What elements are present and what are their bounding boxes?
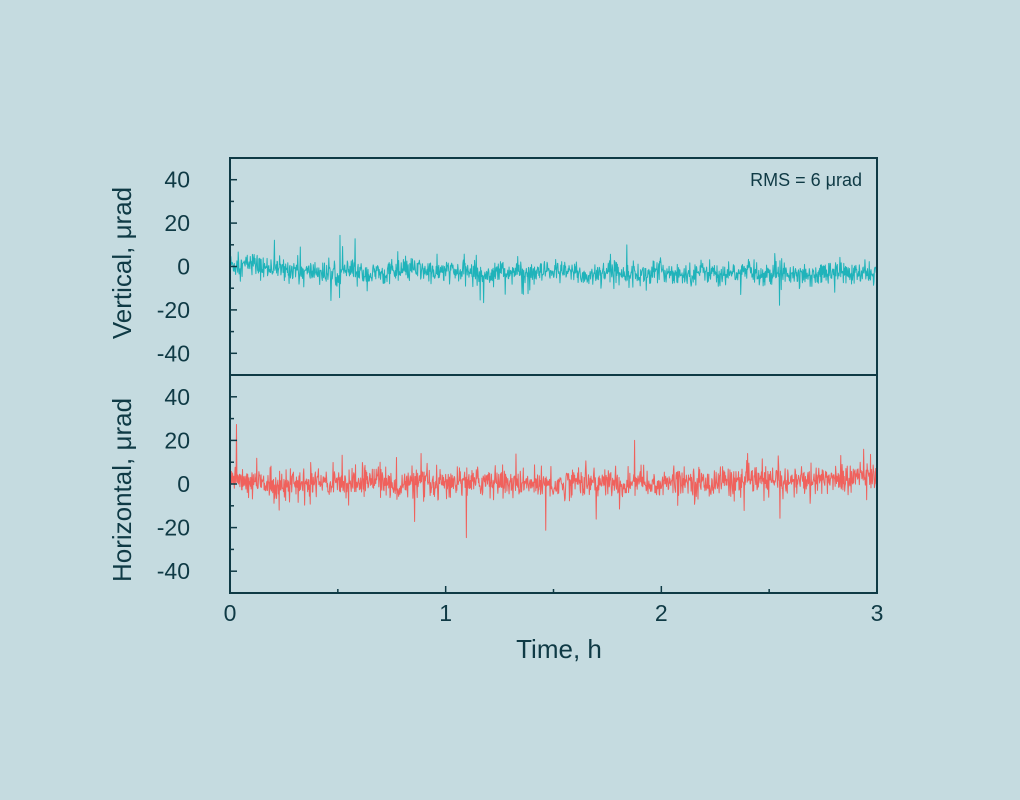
panel-horizontal: -40 -20 0 20 40 Horizontal, μrad <box>107 374 878 594</box>
horizontal-y-ticks: -40 -20 0 20 40 <box>157 384 237 584</box>
horizontal-series-line <box>229 424 878 539</box>
x-ticks: 0 1 2 3 <box>224 586 884 626</box>
x-axis-title: Time, h <box>516 634 602 664</box>
x-tick-label: 1 <box>439 600 452 626</box>
horizontal-y-tick-label: -20 <box>157 515 190 541</box>
vertical-y-tick-label: -20 <box>157 297 190 323</box>
horizontal-y-tick-label: 0 <box>177 471 190 497</box>
vertical-y-tick-label: 40 <box>164 167 190 193</box>
vertical-y-axis-title: Vertical, μrad <box>107 187 137 339</box>
x-tick-label: 3 <box>871 600 884 626</box>
vertical-series-line <box>229 234 878 306</box>
horizontal-series-group <box>229 424 878 539</box>
horizontal-y-tick-label: 20 <box>164 427 190 453</box>
horizontal-y-tick-label: -40 <box>157 558 190 584</box>
horizontal-y-tick-label: 40 <box>164 384 190 410</box>
x-axis: 0 1 2 3 Time, h <box>224 586 884 664</box>
x-tick-label: 0 <box>224 600 237 626</box>
vertical-y-tick-label: 0 <box>177 254 190 280</box>
x-tick-label: 2 <box>655 600 668 626</box>
horizontal-y-axis-title: Horizontal, μrad <box>107 398 137 582</box>
rms-annotation: RMS = 6 μrad <box>750 170 862 190</box>
panel-vertical: -40 -20 0 20 40 Vertical, μrad RMS = 6 μrad <box>107 157 878 376</box>
vertical-y-tick-label: 20 <box>164 210 190 236</box>
vertical-series-group <box>229 234 878 306</box>
vertical-y-ticks: -40 -20 0 20 40 <box>157 167 237 366</box>
vertical-y-tick-label: -40 <box>157 340 190 366</box>
